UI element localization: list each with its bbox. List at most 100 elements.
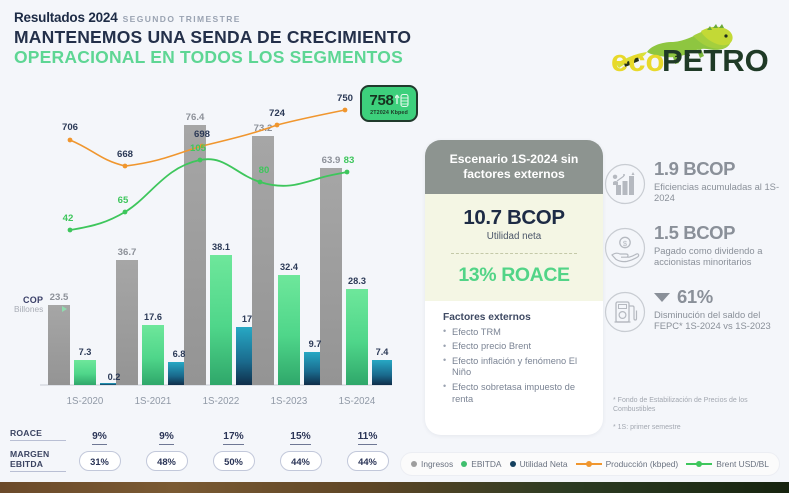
metrics-table: ROACE 9% 9% 17% 15% 11% MARGEN EBITDA 31… bbox=[10, 422, 405, 474]
scenario-card: Escenario 1S-2024 sin factores externos … bbox=[425, 140, 603, 435]
footnote-1: * Fondo de Estabilización de Precios de … bbox=[613, 397, 748, 414]
factors-list: Efecto TRM Efecto precio Brent Efecto in… bbox=[443, 326, 589, 406]
roace-value-2020: 9% bbox=[92, 431, 107, 445]
stat-dividends-value: 1.5 BCOP bbox=[654, 222, 736, 243]
bar-ingresos-2020 bbox=[48, 305, 70, 385]
label-utilidad-2023: 9.7 bbox=[309, 339, 322, 349]
xaxis-label-2021: 1S-2021 bbox=[135, 396, 172, 407]
list-item: Efecto sobretasa impuesto de renta bbox=[443, 381, 589, 406]
label-produccion-2024: 750 bbox=[337, 93, 353, 104]
xaxis-label-2024: 1S-2024 bbox=[339, 396, 376, 407]
scenario-utility-value: 10.7 BCOP bbox=[463, 205, 565, 229]
legend-item-brent: Brent USD/BL bbox=[686, 459, 769, 469]
scenario-card-highlights: 10.7 BCOP Utilidad neta 13% ROACE bbox=[425, 193, 603, 301]
barrel-up-arrow-icon bbox=[394, 93, 409, 107]
label-ingresos-2021: 36.7 bbox=[118, 247, 137, 258]
margen-label-line1: MARGEN bbox=[10, 449, 50, 460]
line-brent-points bbox=[67, 157, 350, 233]
header-eyebrow-bold: Resultados 2024 bbox=[14, 10, 118, 25]
label-ebitda-2021: 17.6 bbox=[144, 312, 162, 322]
legend-dot-icon bbox=[411, 461, 418, 467]
margen-value-2023: 44% bbox=[279, 451, 322, 471]
label-produccion-2023: 724 bbox=[269, 108, 286, 119]
label-ebitda-2020: 7.3 bbox=[79, 347, 92, 357]
main-chart: 23.5 7.3 0.2 36.7 17.6 6.8 76.4 38.1 17 … bbox=[0, 82, 400, 412]
label-ingresos-2022: 76.4 bbox=[186, 112, 205, 123]
bar-ebitda-2020 bbox=[74, 360, 96, 385]
hand-with-coin-icon: $ bbox=[604, 224, 650, 274]
stat-fepc: 61% Disminución del saldo del FEPC* 1S-2… bbox=[604, 286, 789, 338]
xaxis-label-2023: 1S-2023 bbox=[271, 396, 308, 407]
growth-chart-person-icon bbox=[604, 160, 650, 210]
page-title-line1: MANTENEMOS UNA SENDA DE CRECIMIENTO bbox=[14, 27, 412, 47]
stat-dividends: $ 1.5 BCOP Pagado como dividendo a accio… bbox=[604, 222, 789, 274]
bar-utilidad-2020 bbox=[100, 383, 122, 385]
bar-ebitda-2023 bbox=[278, 275, 300, 385]
legend-item-ebitda: EBITDA bbox=[461, 459, 501, 469]
label-ebitda-2022: 38.1 bbox=[212, 242, 230, 252]
scenario-roace-value: 13% ROACE bbox=[458, 263, 570, 286]
margen-cell-2020: 31% bbox=[66, 451, 133, 471]
stat-fepc-value: 61% bbox=[677, 286, 713, 307]
roace-value-2022: 17% bbox=[223, 431, 244, 445]
legend-item-produccion: Producción (kbped) bbox=[575, 459, 679, 469]
margen-cell-2023: 44% bbox=[267, 451, 334, 471]
roace-cell-2020: 9% bbox=[66, 426, 133, 445]
label-brent-2021: 65 bbox=[118, 195, 129, 206]
legend-label-brent: Brent USD/BL bbox=[716, 459, 769, 469]
legend-label-ingresos: Ingresos bbox=[421, 459, 454, 469]
production-badge-caption: 2T2024 Kbped bbox=[370, 109, 408, 116]
label-utilidad-2024: 7.4 bbox=[376, 347, 390, 357]
margen-cell-2022: 50% bbox=[200, 451, 267, 471]
bar-utilidad-2024 bbox=[372, 360, 392, 385]
label-brent-2022: 105 bbox=[190, 143, 207, 154]
bar-ebitda-2022 bbox=[210, 255, 232, 385]
label-ingresos-2024: 63.9 bbox=[322, 155, 341, 166]
roace-cell-2022: 17% bbox=[200, 426, 267, 445]
iguana-icon bbox=[616, 24, 733, 68]
label-brent-2024: 83 bbox=[344, 155, 355, 166]
margen-cell-2021: 48% bbox=[133, 451, 200, 471]
margen-cell-2024: 44% bbox=[334, 451, 401, 471]
margen-value-2024: 44% bbox=[346, 451, 389, 471]
line-produccion-points bbox=[67, 107, 348, 169]
yaxis-arrow-icon bbox=[62, 306, 67, 312]
label-utilidad-2021: 6.8 bbox=[173, 349, 186, 359]
scenario-factors: Factores externos Efecto TRM Efecto prec… bbox=[425, 300, 603, 419]
bottom-decorative-strip bbox=[0, 482, 789, 493]
fuel-pump-icon bbox=[604, 288, 650, 338]
footnotes-block: * Fondo de Estabilización de Precios de … bbox=[613, 396, 788, 432]
footnote-2: * 1S: primer semestre bbox=[613, 423, 681, 431]
label-ingresos-2020: 23.5 bbox=[50, 292, 69, 303]
label-ebitda-2023: 32.4 bbox=[280, 262, 299, 272]
page-title-line2: OPERACIONAL EN TODOS LOS SEGMENTOS bbox=[14, 46, 403, 67]
list-item: Efecto precio Brent bbox=[443, 341, 589, 353]
scenario-card-title: Escenario 1S-2024 sin factores externos bbox=[425, 140, 603, 194]
label-brent-2023: 80 bbox=[259, 165, 270, 176]
roace-row-label: ROACE bbox=[10, 428, 66, 442]
label-produccion-2021: 668 bbox=[117, 149, 134, 160]
legend-label-produccion: Producción (kbped) bbox=[605, 459, 679, 469]
stat-fepc-description: Disminución del saldo del FEPC* 1S-2024 … bbox=[654, 308, 771, 332]
stat-efficiencies-value: 1.9 BCOP bbox=[654, 158, 736, 179]
logo-eco-text: eco bbox=[611, 43, 664, 78]
header-eyebrow: Resultados 2024 SEGUNDO TRIMESTRE bbox=[14, 10, 411, 25]
yaxis-unit-line2: Billones bbox=[14, 304, 44, 315]
roace-value-2024: 11% bbox=[357, 431, 378, 445]
label-produccion-2022: 698 bbox=[194, 129, 211, 140]
roace-cell-2024: 11% bbox=[334, 426, 401, 445]
stat-efficiencies-description: Eficiencias acumuladas al 1S-2024 bbox=[654, 180, 780, 204]
list-item: Efecto inflación y fenómeno El Niño bbox=[443, 355, 589, 380]
label-brent-2020: 42 bbox=[63, 213, 74, 224]
bar-ingresos-2022 bbox=[184, 125, 206, 385]
legend-item-ingresos: Ingresos bbox=[411, 459, 453, 469]
legend-dot-icon bbox=[509, 461, 516, 467]
bar-ingresos-2024 bbox=[320, 168, 342, 385]
bar-ingresos-2021 bbox=[116, 260, 138, 385]
yaxis-unit-line1: COP bbox=[22, 295, 44, 305]
roace-cell-2021: 9% bbox=[133, 426, 200, 445]
ecopetrol-logo: eco PETROL bbox=[589, 16, 769, 78]
xaxis-label-2020: 1S-2020 bbox=[67, 396, 104, 407]
margen-value-2021: 48% bbox=[145, 451, 188, 471]
